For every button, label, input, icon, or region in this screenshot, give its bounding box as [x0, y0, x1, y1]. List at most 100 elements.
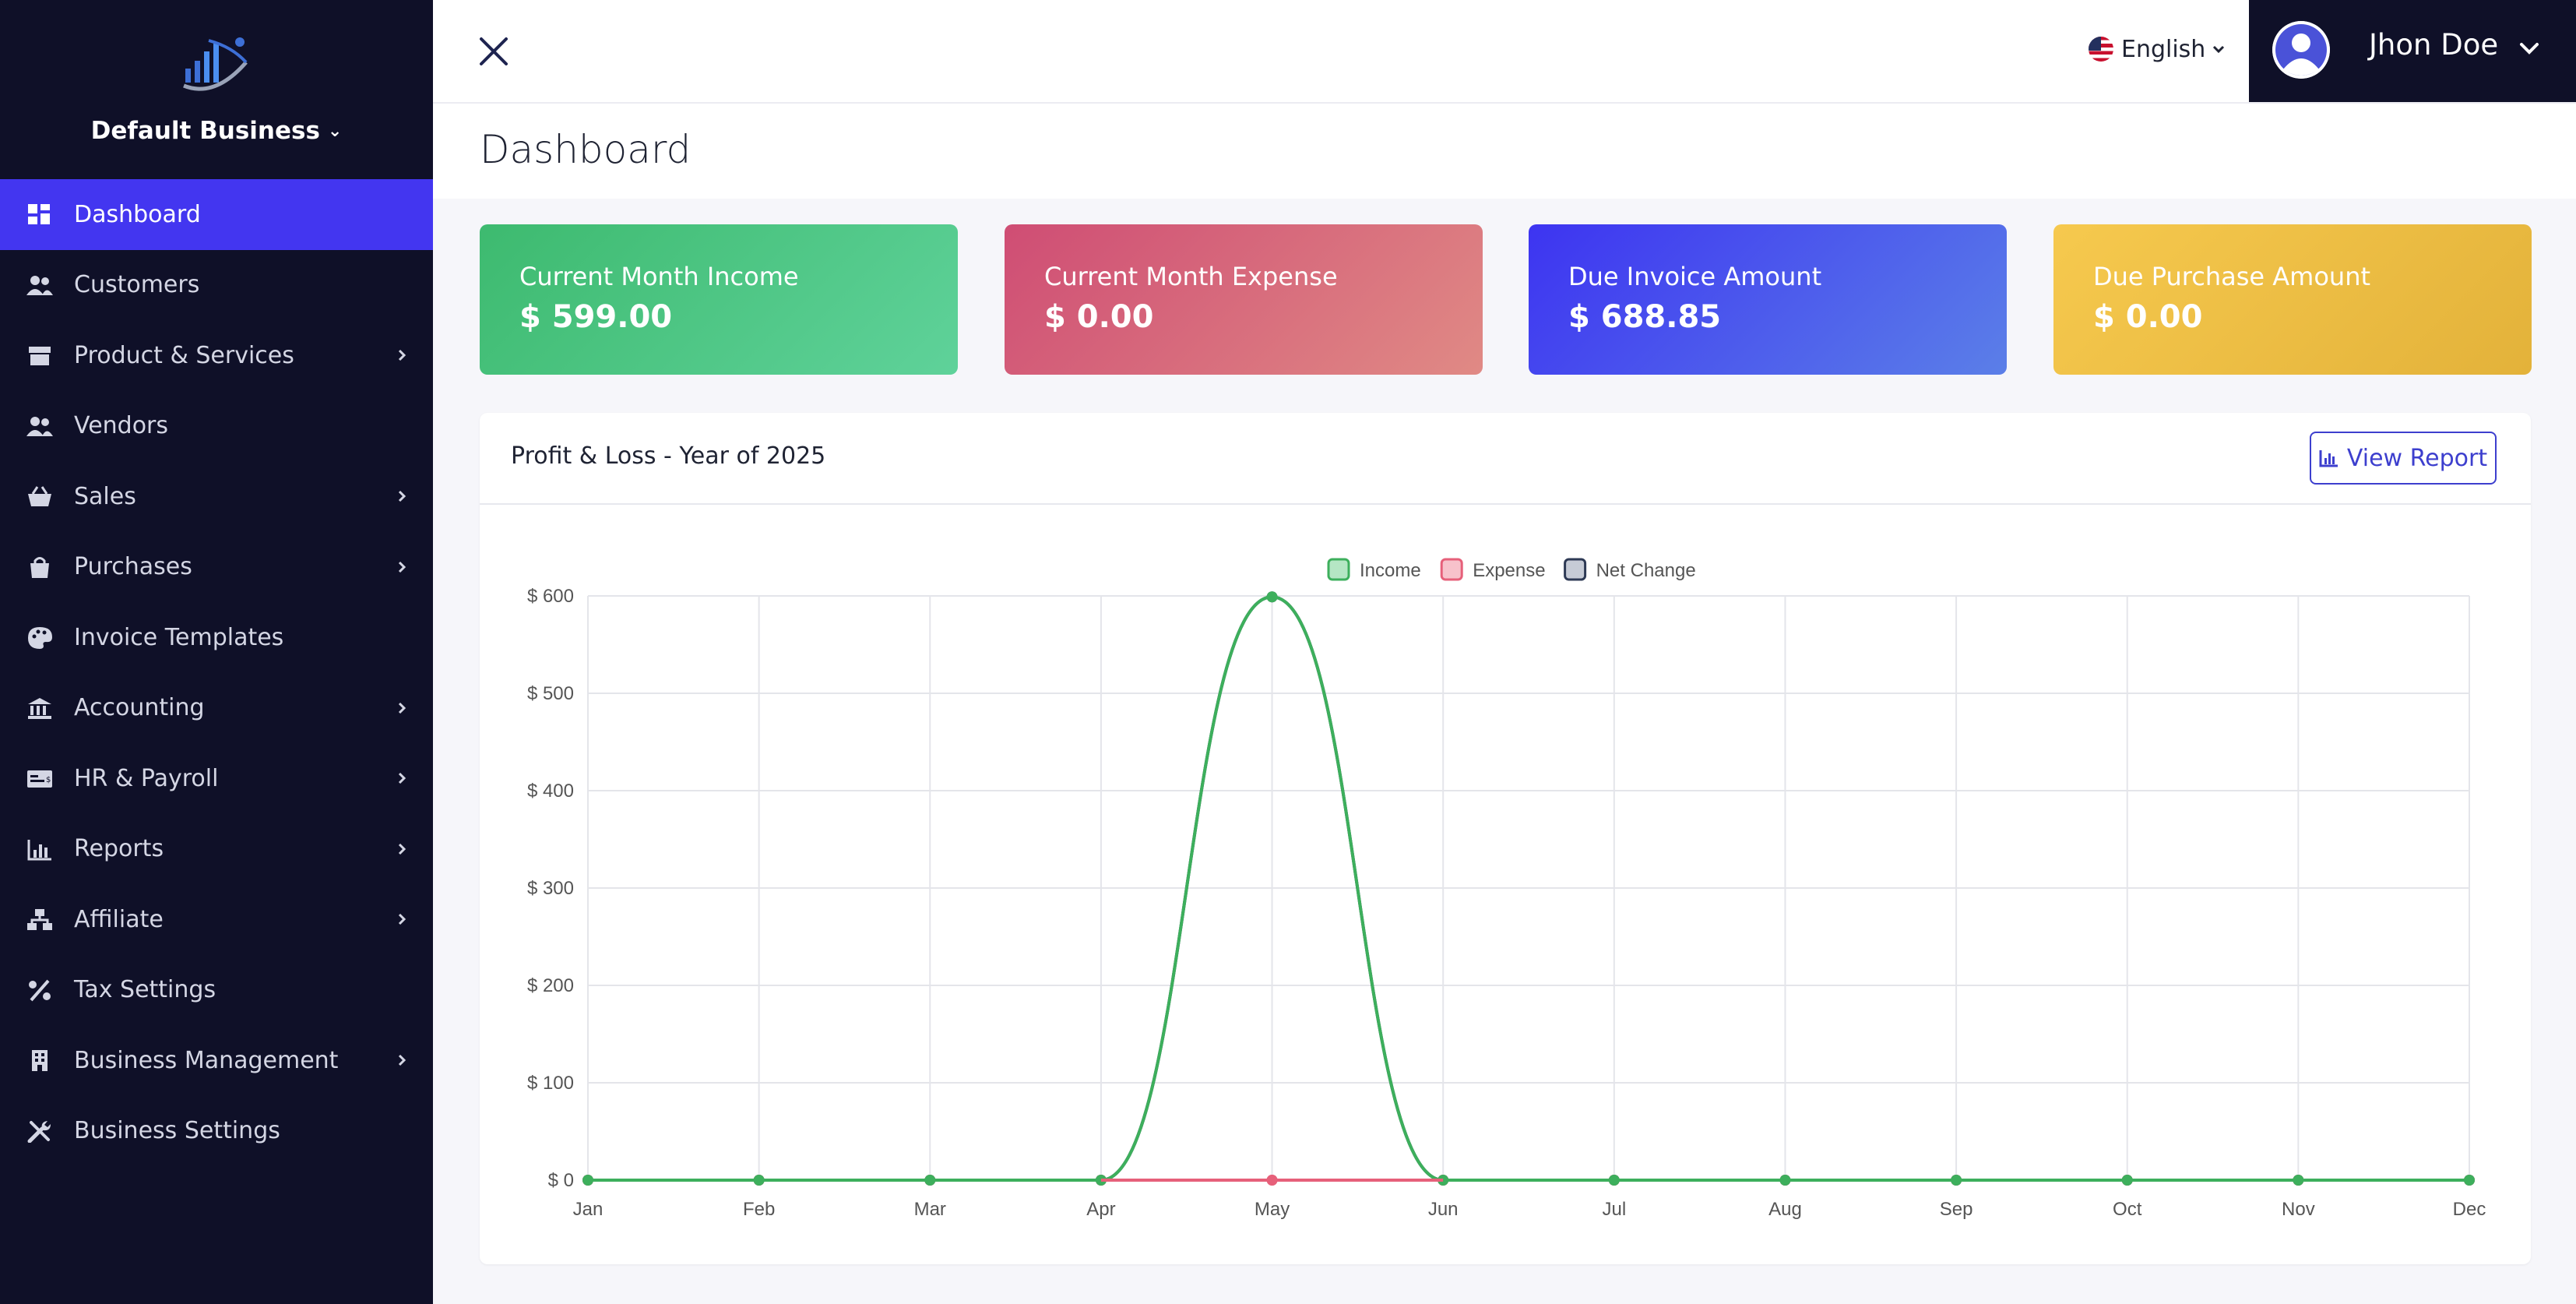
sidebar-item-label: Vendors — [74, 412, 169, 440]
legend-swatch-net-change — [1564, 558, 1587, 581]
users-icon — [26, 416, 53, 436]
sidebar: Default Business ⌄ Dashboard Customers Prod… — [0, 0, 433, 1304]
sidebar-item-tax-settings[interactable]: Tax Settings — [0, 955, 433, 1026]
panel-header: Profit & Loss - Year of 2025 View Report — [480, 413, 2531, 505]
y-tick-label: $ 200 — [527, 975, 574, 996]
income-line — [588, 595, 2469, 1182]
business-logo[interactable] — [178, 31, 252, 97]
income-point — [2464, 1175, 2475, 1186]
x-tick-label: Oct — [2113, 1199, 2142, 1220]
sidebar-nav: Dashboard Customers Product & Services Vend… — [0, 179, 433, 1166]
x-tick-label: May — [1255, 1199, 1290, 1220]
chevron-right-icon — [398, 843, 406, 855]
sidebar-item-purchases[interactable]: Purchases — [0, 532, 433, 603]
grid-icon — [28, 204, 50, 225]
card-label: Current Month Expense — [1044, 262, 1338, 291]
sidebar-item-sales[interactable]: Sales — [0, 461, 433, 532]
sidebar-item-reports[interactable]: Reports — [0, 814, 433, 885]
bar-chart-icon — [2319, 450, 2338, 467]
due-invoice-card: Due Invoice Amount $ 688.85 — [1529, 224, 2007, 375]
legend-swatch-income — [1327, 558, 1350, 581]
sidebar-item-label: Product & Services — [74, 341, 294, 369]
card-label: Due Invoice Amount — [1568, 262, 1822, 291]
y-tick-label: $ 300 — [527, 878, 574, 899]
sidebar-item-label: HR & Payroll — [74, 764, 219, 792]
brand: Default Business ⌄ — [0, 0, 433, 179]
y-tick-label: $ 600 — [527, 586, 574, 607]
expense-card: Current Month Expense $ 0.00 — [1005, 224, 1483, 375]
chevron-down-icon: ⌄ — [327, 122, 343, 141]
x-tick-label: Jun — [1428, 1199, 1459, 1220]
chevron-right-icon — [398, 1055, 406, 1066]
sidebar-item-label: Dashboard — [74, 200, 201, 228]
profit-loss-chart: $ 0 $ 100 $ 200 $ 300 $ 400 $ 500 $ 600 Jan Feb M… — [527, 558, 2486, 1220]
x-tick-label: Apr — [1086, 1199, 1115, 1220]
income-point — [924, 1175, 936, 1186]
x-tick-label: Jul — [1602, 1199, 1626, 1220]
bar-chart-icon — [27, 839, 51, 861]
y-tick-label: $ 100 — [527, 1073, 574, 1094]
bank-icon — [28, 697, 51, 719]
language-selector[interactable]: English — [2089, 31, 2226, 67]
card-value: $ 0.00 — [2093, 299, 2203, 335]
chevron-down-icon — [2520, 43, 2539, 55]
view-report-label: View Report — [2346, 444, 2488, 472]
view-report-button[interactable]: View Report — [2310, 432, 2497, 485]
sidebar-item-customers[interactable]: Customers — [0, 250, 433, 321]
card-label: Due Purchase Amount — [2093, 262, 2371, 291]
sidebar-item-dashboard[interactable]: Dashboard — [0, 179, 433, 250]
sidebar-item-label: Reports — [74, 835, 164, 863]
sidebar-item-label: Invoice Templates — [74, 623, 284, 651]
income-point — [2121, 1175, 2133, 1186]
legend-label-net-change: Net Change — [1596, 560, 1696, 581]
sidebar-item-label: Tax Settings — [74, 976, 216, 1004]
sidebar-item-label: Purchases — [74, 553, 192, 581]
x-tick-label: Dec — [2453, 1199, 2486, 1220]
x-tick-label: Sep — [1940, 1199, 1973, 1220]
sidebar-item-label: Business Settings — [74, 1117, 280, 1145]
card-label: Current Month Income — [519, 262, 799, 291]
page-header: Dashboard — [433, 104, 2576, 199]
sidebar-item-business-settings[interactable]: Business Settings — [0, 1096, 433, 1167]
income-point — [2293, 1175, 2304, 1186]
money-check-icon: $ — [27, 770, 52, 788]
income-point — [1951, 1175, 1962, 1186]
business-switcher[interactable]: Default Business ⌄ — [0, 117, 433, 145]
card-value: $ 688.85 — [1568, 299, 1722, 335]
sidebar-item-invoice-templates[interactable]: Invoice Templates — [0, 602, 433, 673]
chevron-right-icon — [398, 491, 406, 502]
chevron-right-icon — [398, 914, 406, 925]
avatar — [2272, 21, 2330, 79]
language-label: English — [2121, 35, 2206, 63]
x-tick-label: Aug — [1768, 1199, 1802, 1220]
expense-point — [1266, 1175, 1278, 1186]
y-tick-label: $ 400 — [527, 781, 574, 802]
sidebar-item-label: Customers — [74, 271, 200, 299]
users-icon — [26, 275, 53, 295]
income-point — [753, 1175, 765, 1186]
chevron-right-icon — [398, 350, 406, 361]
chevron-right-icon — [398, 702, 406, 714]
x-tick-label: Nov — [2282, 1199, 2315, 1220]
chevron-down-icon — [2213, 45, 2225, 54]
sidebar-item-business-management[interactable]: Business Management — [0, 1025, 433, 1096]
sidebar-item-vendors[interactable]: Vendors — [0, 391, 433, 462]
sidebar-item-affiliate[interactable]: Affiliate — [0, 884, 433, 955]
legend-swatch-expense — [1440, 558, 1463, 581]
sidebar-item-product-services[interactable]: Product & Services — [0, 320, 433, 391]
sidebar-item-accounting[interactable]: Accounting — [0, 673, 433, 744]
income-point — [1266, 591, 1278, 603]
topbar: English Jhon Doe — [433, 0, 2576, 104]
basket-icon — [28, 486, 51, 507]
x-tick-label: Feb — [743, 1199, 775, 1220]
y-tick-label: $ 0 — [548, 1170, 574, 1191]
card-value: $ 0.00 — [1044, 299, 1154, 335]
profit-loss-panel: Profit & Loss - Year of 2025 View Report… — [480, 413, 2531, 1264]
close-icon[interactable] — [477, 34, 511, 69]
user-menu[interactable]: Jhon Doe — [2249, 0, 2576, 102]
percent-icon — [29, 979, 51, 1002]
card-value: $ 599.00 — [519, 299, 673, 335]
sidebar-item-label: Business Management — [74, 1046, 339, 1074]
page-title: Dashboard — [480, 127, 692, 172]
sidebar-item-hr-payroll[interactable]: $ HR & Payroll — [0, 743, 433, 814]
